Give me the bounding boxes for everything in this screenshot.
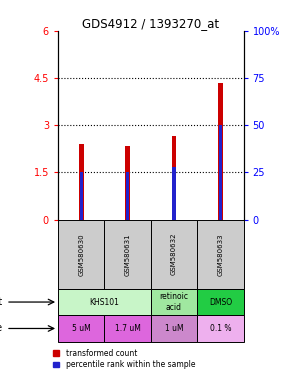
Text: 1.7 uM: 1.7 uM: [115, 324, 141, 333]
Bar: [197, 289, 244, 315]
Text: 5 uM: 5 uM: [72, 324, 90, 333]
Text: KHS101: KHS101: [89, 298, 119, 306]
Bar: [218, 83, 223, 220]
Text: GSM580633: GSM580633: [218, 233, 223, 275]
Bar: [125, 146, 130, 220]
Bar: [58, 289, 151, 315]
Bar: [197, 220, 244, 289]
Text: 1 uM: 1 uM: [165, 324, 183, 333]
Text: GSM580630: GSM580630: [78, 233, 84, 275]
Bar: [79, 144, 84, 220]
Text: agent: agent: [0, 297, 2, 307]
Title: GDS4912 / 1393270_at: GDS4912 / 1393270_at: [82, 17, 219, 30]
Bar: [197, 315, 244, 342]
Bar: [79, 172, 83, 220]
Bar: [58, 220, 104, 289]
Text: DMSO: DMSO: [209, 298, 232, 306]
Text: GSM580632: GSM580632: [171, 233, 177, 275]
Bar: [126, 172, 129, 220]
Bar: [151, 220, 197, 289]
Bar: [104, 315, 151, 342]
Text: GSM580631: GSM580631: [125, 233, 130, 275]
Text: retinoic
acid: retinoic acid: [160, 292, 188, 312]
Bar: [172, 167, 176, 220]
Bar: [172, 136, 176, 220]
Bar: [151, 315, 197, 342]
Bar: [104, 220, 151, 289]
Text: dose: dose: [0, 323, 2, 333]
Bar: [58, 315, 104, 342]
Text: 0.1 %: 0.1 %: [210, 324, 231, 333]
Bar: [151, 289, 197, 315]
Bar: [219, 125, 222, 220]
Legend: transformed count, percentile rank within the sample: transformed count, percentile rank withi…: [52, 348, 196, 370]
